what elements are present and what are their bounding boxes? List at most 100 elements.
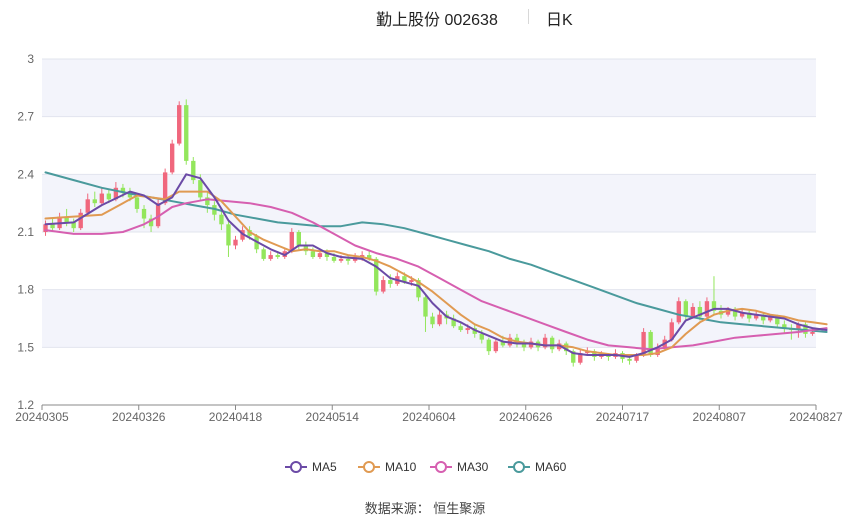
candle-up	[437, 310, 442, 327]
candle-body	[810, 331, 815, 334]
candle-body	[521, 343, 527, 348]
candle-down	[261, 247, 266, 261]
candle-body	[331, 256, 337, 261]
legend-item-ma5: MA5	[285, 460, 337, 474]
series-line-ma60	[44, 171, 828, 333]
candle-body	[704, 301, 710, 317]
y-tick-label: 2.1	[17, 225, 34, 239]
series-line-ma5	[44, 173, 828, 358]
legend-label: MA30	[457, 460, 489, 474]
data-source: 数据来源： 恒生聚源	[364, 501, 486, 516]
candle-body	[641, 331, 646, 356]
x-tick-label: 20240604	[402, 410, 456, 424]
candle-up	[233, 235, 238, 250]
candle-body	[542, 337, 548, 348]
series-line-ma10	[44, 190, 828, 356]
candle-body	[697, 306, 703, 317]
candle-up	[99, 187, 104, 206]
x-tick-label: 20240305	[15, 410, 69, 424]
candle-body	[50, 224, 55, 229]
chart-title: 勤上股份 002638	[376, 12, 498, 29]
legend-label: MA60	[535, 460, 567, 474]
title-separator	[528, 9, 529, 24]
candle-body	[669, 322, 674, 340]
candle-body	[289, 232, 294, 252]
candle-up	[289, 228, 294, 254]
candle-body	[430, 316, 435, 325]
candle-body	[268, 255, 273, 259]
candle-down	[458, 322, 463, 332]
legend-item-ma10: MA10	[358, 460, 417, 474]
candle-body	[458, 326, 463, 331]
candle-down	[205, 191, 210, 213]
candle-body	[402, 276, 407, 282]
candle-body	[169, 143, 175, 173]
candle-body	[184, 105, 189, 161]
candle-down	[486, 337, 491, 356]
candle-body	[148, 218, 154, 227]
candle-body	[549, 337, 555, 350]
candle-body	[226, 224, 231, 246]
candle-up	[690, 303, 696, 319]
candle-down	[184, 99, 189, 165]
y-tick-label: 1.2	[17, 398, 34, 412]
candle-body	[367, 255, 372, 259]
candle-body	[275, 255, 280, 257]
legend-marker	[435, 461, 447, 473]
candle-body	[43, 224, 48, 232]
candle-body	[775, 316, 780, 325]
candle-body	[177, 105, 182, 144]
candle-body	[754, 314, 759, 319]
candle-down	[191, 157, 196, 184]
candle-body	[338, 258, 344, 261]
y-tick-label: 2.7	[17, 110, 34, 124]
candle-up	[542, 333, 548, 350]
candle-body	[634, 355, 639, 361]
candle-body	[451, 318, 456, 327]
candle-body	[233, 239, 238, 246]
x-tick-label: 20240717	[596, 410, 650, 424]
candle-body	[92, 199, 97, 204]
candle-body	[571, 351, 576, 363]
candle-body	[64, 216, 69, 223]
candle-body	[768, 316, 773, 321]
candle-body	[162, 172, 168, 204]
candle-body	[423, 297, 428, 317]
candle-body	[627, 358, 632, 361]
candle-up	[676, 297, 681, 325]
candle-body	[388, 280, 393, 284]
candle-down	[648, 330, 653, 357]
candle-body	[374, 258, 379, 292]
candle-body	[676, 301, 681, 323]
y-tick-label: 3	[27, 52, 34, 66]
candle-down	[226, 220, 231, 257]
candle-body	[155, 203, 161, 227]
candle-body	[85, 199, 90, 213]
candle-body	[409, 280, 414, 282]
candle-down	[148, 214, 154, 232]
candle-down	[697, 301, 703, 321]
candle-up	[381, 276, 386, 294]
candle-body	[261, 249, 266, 259]
candle-body	[113, 187, 119, 200]
candle-body	[465, 328, 470, 331]
candle-down	[451, 314, 456, 329]
candle-up	[704, 297, 710, 319]
grid-band	[42, 59, 816, 117]
candle-down	[92, 191, 97, 208]
candle-up	[85, 193, 90, 215]
legend-item-ma30: MA30	[430, 460, 489, 474]
legend-marker	[290, 461, 302, 473]
legend: MA5 MA10 MA30 MA60	[285, 460, 567, 474]
candle-body	[486, 339, 491, 352]
candle-down	[219, 210, 224, 231]
candle-up	[578, 349, 583, 365]
candle-up	[268, 251, 273, 261]
x-tick-label: 20240514	[306, 410, 360, 424]
candle-body	[479, 333, 484, 340]
candle-body	[493, 341, 499, 352]
candle-body	[690, 306, 696, 317]
candle-up	[169, 139, 175, 175]
candle-body	[71, 222, 76, 229]
legend-label: MA5	[312, 460, 337, 474]
